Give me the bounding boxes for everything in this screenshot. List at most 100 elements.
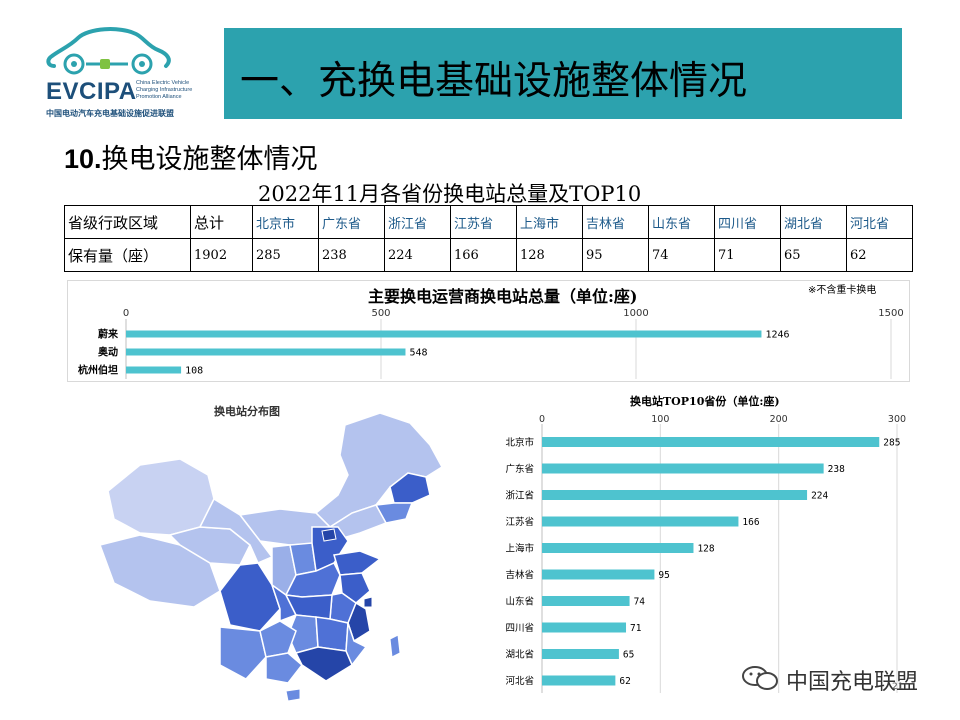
data-label: 166 (742, 517, 759, 528)
wechat-icon (742, 666, 778, 690)
table-cell: 62 (846, 238, 913, 272)
category-label: 奥动 (98, 346, 118, 359)
category-label: 河北省 (505, 675, 534, 687)
map-region-guangxi (265, 652, 304, 684)
data-label: 224 (811, 490, 828, 501)
page-title: 一、充换电基础设施整体情况 (240, 59, 748, 104)
category-label: 浙江省 (505, 489, 534, 501)
tick-label: 300 (888, 414, 906, 425)
tick-label: 100 (651, 414, 669, 425)
title-bar: 一、充换电基础设施整体情况 (224, 28, 902, 119)
map-region-hubei (284, 594, 333, 620)
bar (542, 437, 880, 447)
data-label: 1246 (765, 330, 789, 341)
map-region-chongqing (270, 583, 298, 623)
operator-chart-title: 主要换电运营商换电站总量（单位:座) (368, 287, 638, 306)
data-label: 65 (623, 649, 634, 660)
category-label: 湖北省 (505, 648, 534, 660)
data-label: 108 (185, 366, 203, 377)
table-cell: 1902 (190, 238, 253, 272)
map-region-taiwan (389, 634, 401, 658)
bar (542, 596, 630, 606)
tick-label: 1000 (623, 308, 648, 319)
data-label: 128 (697, 543, 714, 554)
table-cell: 65 (780, 238, 847, 272)
logo-word: EVCIPA (46, 78, 137, 105)
data-label: 95 (658, 570, 669, 581)
data-label: 62 (619, 676, 630, 687)
watermark: 中国充电联盟 (740, 664, 918, 695)
map-region-guizhou (259, 620, 297, 658)
top10-chart-svg: 0 100 200 300 北京市 285 广东省 238 浙江省 224 江苏省 166 上海市 128… (505, 414, 906, 693)
table-header-row: 省级行政区域 总计 北京市 广东省 浙江省 江苏省 上海市 吉林省 山东省 四川省 湖北省 河北省 (64, 205, 913, 239)
category-label: 广东省 (505, 463, 534, 475)
map-region-hainan (285, 688, 301, 702)
bar (542, 622, 627, 633)
operator-chart: 0 500 1000 1500 蔚来 1246 奥动 548 杭州伯坦 108 主要换电运营商换电… (67, 280, 910, 382)
tick-label: 0 (539, 414, 545, 425)
table-header-cell: 省级行政区域 (64, 205, 191, 239)
table-cell: 166 (450, 238, 517, 272)
map-region-sichuan (219, 562, 281, 632)
table-header-cell: 四川省 (714, 205, 781, 239)
table-cell: 74 (648, 238, 715, 272)
page-number: 21 (892, 682, 904, 692)
category-label: 上海市 (505, 542, 534, 554)
bar (126, 348, 406, 356)
data-label: 548 (409, 348, 427, 359)
table-header-cell: 浙江省 (384, 205, 451, 239)
logo-cn-name: 中国电动汽车充电基础设施促进联盟 (46, 109, 174, 118)
bar (542, 543, 694, 553)
section-title-text: 换电设施整体情况 (101, 144, 318, 175)
data-label: 238 (828, 464, 845, 475)
table-cell: 224 (384, 238, 451, 272)
data-label: 74 (634, 596, 646, 607)
table-header-cell: 吉林省 (582, 205, 649, 239)
table-cell: 238 (318, 238, 385, 272)
table-header-cell: 总计 (190, 205, 253, 239)
bar (542, 490, 808, 500)
section-title: 10.换电设施整体情况 (64, 137, 318, 176)
map-region-yunnan (219, 626, 267, 680)
top10-chart: 换电站TOP10省份（单位:座) 0 100 200 300 北京市 285 广东省 238 浙… (490, 390, 910, 695)
map-region-shandong (333, 550, 382, 576)
table-cell: 71 (714, 238, 781, 272)
ev-car-icon (46, 27, 171, 75)
category-label: 吉林省 (505, 569, 534, 581)
category-label: 江苏省 (505, 516, 534, 528)
watermark-text: 中国充电联盟 (786, 670, 919, 695)
map-region-xinjiang (107, 458, 215, 536)
category-label: 蔚来 (98, 328, 119, 341)
table-cell: 95 (582, 238, 649, 272)
tick-label: 0 (123, 308, 129, 319)
table-cell: 285 (252, 238, 319, 272)
category-label: 杭州伯坦 (78, 364, 118, 377)
map-region-inner-mongolia (238, 504, 388, 546)
tick-label: 200 (770, 414, 788, 425)
province-table: 省级行政区域 总计 北京市 广东省 浙江省 江苏省 上海市 吉林省 山东省 四川省 湖北省 河北省 保… (64, 205, 913, 272)
section-number: 10. (64, 144, 102, 174)
table-data-row: 保有量（座） 1902 285 238 224 166 128 95 74 71 65 62 (64, 238, 913, 272)
bar (126, 366, 182, 374)
map-region-shanghai (363, 596, 373, 608)
map-title: 换电站分布图 (214, 405, 280, 418)
operator-chart-svg: 0 500 1000 1500 蔚来 1246 奥动 548 杭州伯坦 108 (78, 308, 904, 379)
tick-label: 1500 (878, 308, 903, 319)
table-header-cell: 山东省 (648, 205, 715, 239)
evcipa-logo: EVCIPA China Electric Vehicle Charging I… (40, 24, 210, 124)
map-region-jiangxi (315, 616, 349, 652)
category-label: 四川省 (505, 622, 534, 634)
table-header-cell: 广东省 (318, 205, 385, 239)
bar (126, 330, 762, 338)
table-title: 2022年11月各省份换电站总量及TOP10 (258, 182, 642, 206)
map-region-beijing (321, 528, 337, 542)
map-region-guangdong (294, 646, 353, 682)
table-header-cell: 江苏省 (450, 205, 517, 239)
map-region-northeast (314, 412, 443, 528)
category-label: 北京市 (505, 436, 534, 448)
category-label: 山东省 (505, 595, 534, 607)
distribution-map: 换电站分布图 (90, 395, 470, 705)
operator-chart-note: ※不含重卡换电 (808, 285, 877, 296)
data-label: 285 (883, 437, 900, 448)
bar (542, 516, 739, 527)
